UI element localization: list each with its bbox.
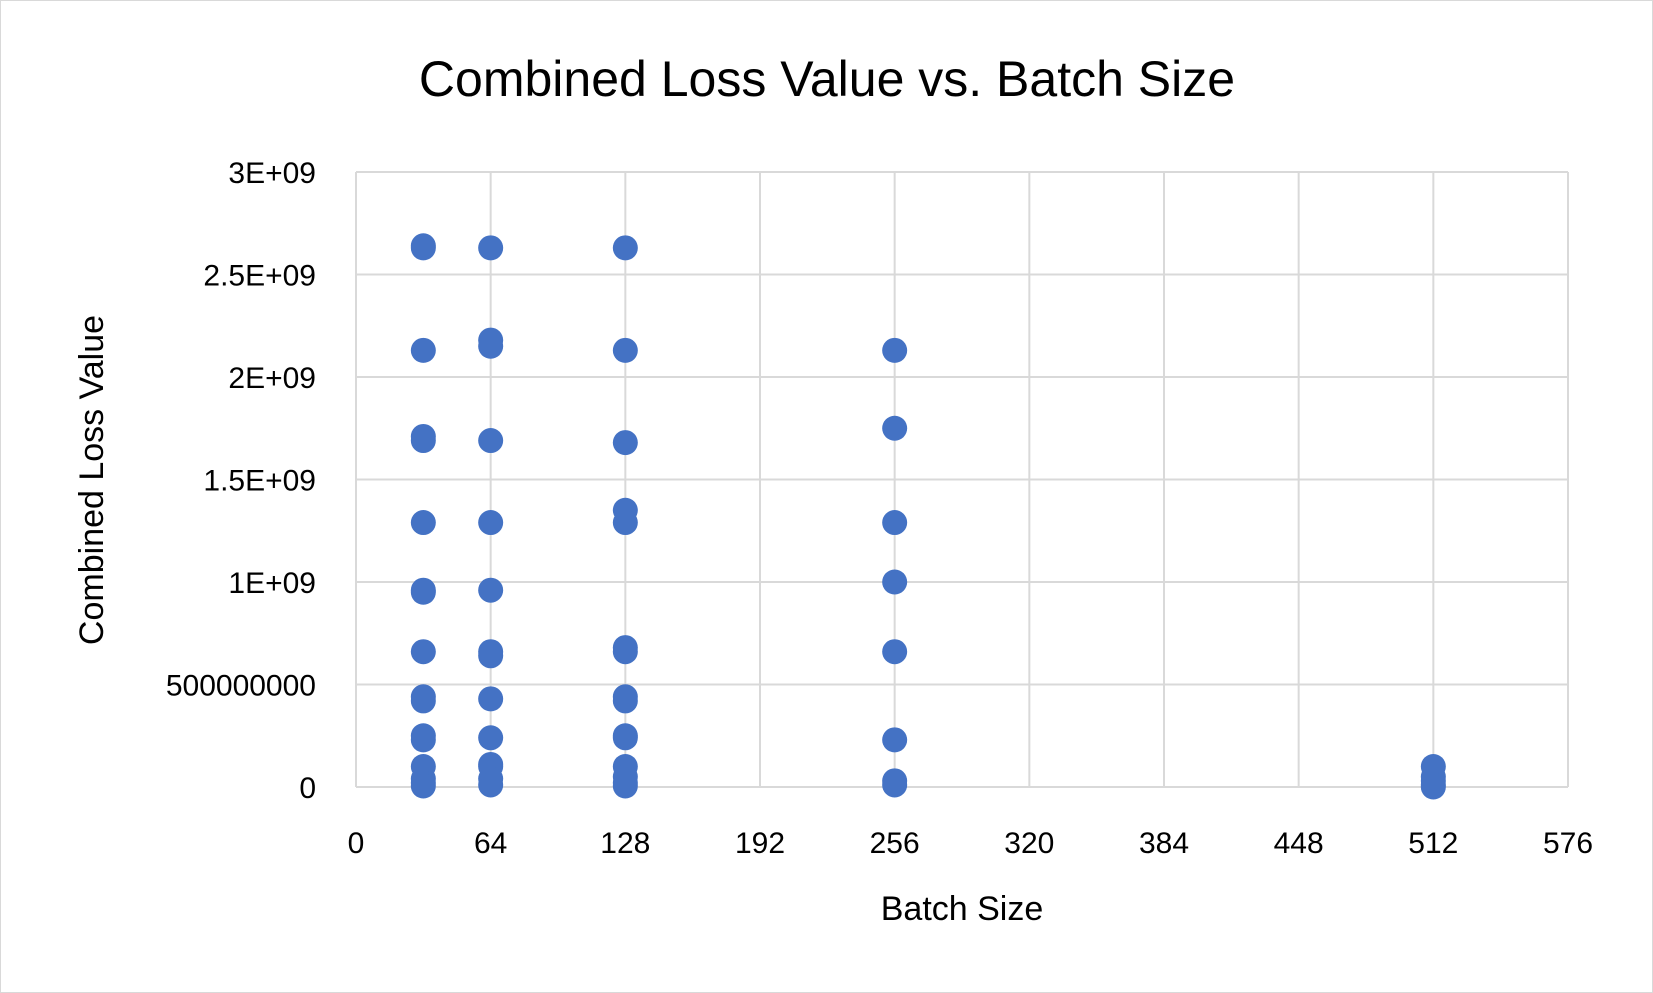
data-point — [478, 235, 504, 261]
data-point — [410, 688, 436, 714]
x-axis-ticks: 0 64 128 192 256 320 384 448 512 576 — [348, 827, 1593, 860]
data-point — [410, 773, 436, 799]
x-tick-label: 64 — [474, 827, 507, 860]
data-point — [882, 569, 908, 595]
gridlines — [355, 171, 1569, 788]
data-point — [612, 510, 638, 536]
data-point — [612, 235, 638, 261]
data-point — [410, 639, 436, 665]
data-point — [410, 233, 436, 259]
y-tick-label: 2E+09 — [228, 362, 316, 395]
data-point — [612, 773, 638, 799]
x-tick-label: 0 — [348, 827, 365, 860]
data-point — [478, 725, 504, 751]
data-point — [612, 725, 638, 751]
x-tick-label: 576 — [1543, 827, 1593, 860]
data-point — [478, 772, 504, 798]
data-point — [410, 579, 436, 605]
data-point — [410, 428, 436, 454]
data-point — [478, 333, 504, 359]
data-point — [410, 510, 436, 536]
data-point — [882, 727, 908, 753]
x-tick-label: 128 — [600, 827, 650, 860]
data-points — [410, 233, 1446, 800]
data-point — [612, 688, 638, 714]
x-tick-label: 512 — [1408, 827, 1458, 860]
x-tick-label: 256 — [870, 827, 920, 860]
data-point — [612, 639, 638, 665]
data-point — [882, 639, 908, 665]
data-point — [410, 337, 436, 363]
y-tick-label: 1E+09 — [228, 567, 316, 600]
data-point — [882, 337, 908, 363]
y-tick-label: 2.5E+09 — [203, 260, 316, 293]
data-point — [612, 337, 638, 363]
data-point — [612, 430, 638, 456]
data-point — [478, 510, 504, 536]
data-point — [478, 428, 504, 454]
data-point — [1420, 774, 1446, 800]
chart-title: Combined Loss Value vs. Batch Size — [419, 51, 1235, 107]
y-axis-ticks: 0 500000000 1E+09 1.5E+09 2E+09 2.5E+09 3E+09 — [166, 157, 316, 805]
y-axis-title: Combined Loss Value — [73, 315, 111, 645]
x-tick-label: 448 — [1274, 827, 1324, 860]
y-tick-label: 0 — [299, 772, 316, 805]
x-tick-label: 320 — [1004, 827, 1054, 860]
data-point — [882, 415, 908, 441]
data-point — [478, 643, 504, 669]
data-point — [882, 510, 908, 536]
x-tick-label: 192 — [735, 827, 785, 860]
x-tick-label: 384 — [1139, 827, 1189, 860]
y-tick-label: 1.5E+09 — [203, 465, 316, 498]
x-axis-title: Batch Size — [881, 890, 1044, 928]
data-point — [478, 577, 504, 603]
y-tick-label: 500000000 — [166, 670, 316, 703]
data-point — [410, 727, 436, 753]
data-point — [478, 686, 504, 712]
y-tick-label: 3E+09 — [228, 157, 316, 190]
data-point — [882, 772, 908, 798]
